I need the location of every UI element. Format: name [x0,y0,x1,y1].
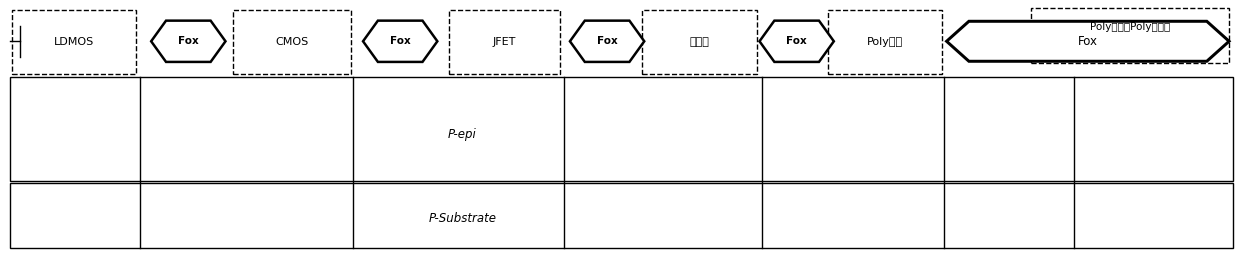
Bar [642,10,757,74]
Polygon shape [363,21,437,62]
Bar [828,10,942,74]
Text: P-Substrate: P-Substrate [429,212,497,225]
Polygon shape [570,21,644,62]
Bar [1031,8,1229,63]
Text: Fox: Fox [390,36,410,46]
Polygon shape [947,21,1229,61]
Text: P-epi: P-epi [449,128,477,141]
Text: Fox: Fox [178,36,198,46]
Text: LDMOS: LDMOS [55,37,94,47]
Bar [10,77,1233,181]
Text: Fox: Fox [1078,35,1098,48]
Polygon shape [760,21,834,62]
Bar [10,183,1233,248]
Polygon shape [151,21,225,62]
Text: Poly电容: Poly电容 [866,37,903,47]
Text: Fox: Fox [597,36,617,46]
Text: JFET: JFET [493,37,515,47]
Bar [449,10,560,74]
Text: Fox: Fox [787,36,807,46]
Bar [233,10,351,74]
Bar [12,10,136,74]
Text: 阱电阻: 阱电阻 [689,37,710,47]
Text: CMOS: CMOS [275,37,309,47]
Text: Poly电阻和Poly二极管: Poly电阻和Poly二极管 [1090,22,1170,32]
